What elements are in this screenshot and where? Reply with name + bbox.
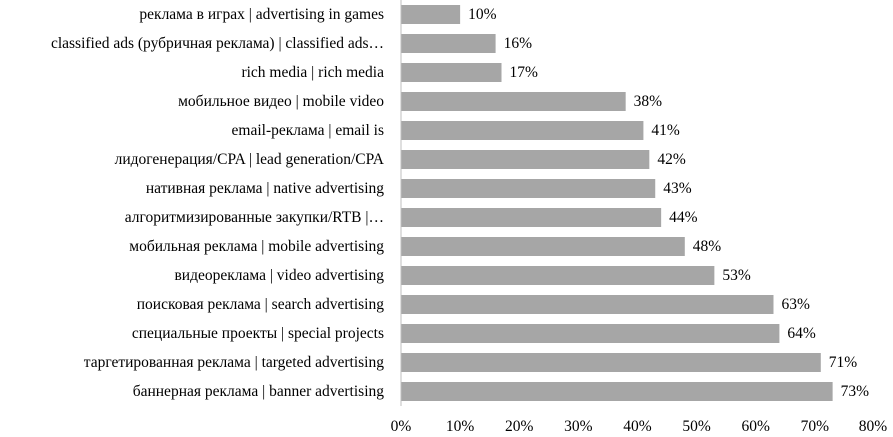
category-label: мобильное видео | mobile video (178, 93, 384, 110)
category-label: нативная реклама | native advertising (146, 180, 384, 197)
bar (401, 121, 644, 140)
category-label: видеореклама | video advertising (174, 267, 384, 284)
category-label: баннерная реклама | banner advertising (133, 383, 385, 400)
bar (401, 34, 496, 53)
bar (401, 92, 626, 111)
data-label: 64% (787, 325, 816, 342)
category-label: реклама в играх | advertising in games (139, 6, 384, 23)
data-label: 41% (651, 122, 680, 139)
data-label: 38% (634, 93, 663, 110)
x-tick-label: 10% (446, 418, 475, 435)
x-tick-label: 40% (623, 418, 652, 435)
bar (401, 382, 833, 401)
data-label: 71% (829, 354, 858, 371)
data-label: 48% (693, 238, 722, 255)
bar (401, 63, 502, 82)
category-label: поисковая реклама | search advertising (137, 296, 385, 313)
data-label: 73% (841, 383, 870, 400)
data-labels: 10% 16% 17% 38% 41% 42% 43% 44% 48%53% 63% 64% 71% 7… (468, 6, 869, 400)
category-label: rich media | rich media (241, 64, 384, 81)
bars (401, 5, 833, 401)
bar (401, 353, 821, 372)
x-tick-label: 80% (859, 418, 888, 435)
data-label: 53% (722, 267, 751, 284)
x-tick-label: 30% (564, 418, 593, 435)
data-label: 16% (504, 35, 532, 52)
x-tick-label: 50% (682, 418, 711, 435)
data-label: 63% (781, 296, 810, 313)
x-tick-label: 60% (742, 418, 771, 435)
data-label: 44% (669, 209, 698, 226)
bar (401, 5, 461, 24)
category-label: classified ads (рубричная реклама) | cla… (51, 35, 384, 52)
x-tick-label: 20% (505, 418, 534, 435)
category-labels: реклама в играх | advertising in games cl… (51, 6, 385, 400)
bar (401, 179, 656, 198)
data-label: 10% (468, 6, 497, 23)
bar (401, 208, 662, 227)
bar (401, 266, 715, 285)
x-tick-label: 70% (801, 418, 830, 435)
category-label: мобильная реклама | mobile advertising (129, 238, 384, 255)
category-label: email-реклама | email is (232, 122, 384, 139)
bar (401, 324, 780, 343)
x-axis: 0% 10% 20% 30% 40% 50% 60% 70% 80% (391, 0, 888, 435)
data-label: 42% (657, 151, 686, 168)
category-label: специальные проекты | special projects (132, 325, 384, 342)
x-tick-label: 0% (391, 418, 412, 435)
category-label: лидогенерация/CPA | lead generation/CPA (115, 151, 385, 168)
bar (401, 237, 685, 256)
bar (401, 150, 650, 169)
bar (401, 295, 774, 314)
data-label: 43% (663, 180, 692, 197)
category-label: таргетированная реклама | targeted adver… (84, 354, 385, 371)
data-label: 17% (510, 64, 539, 81)
category-label: алгоритмизированные закупки/RTB |… (125, 209, 384, 226)
